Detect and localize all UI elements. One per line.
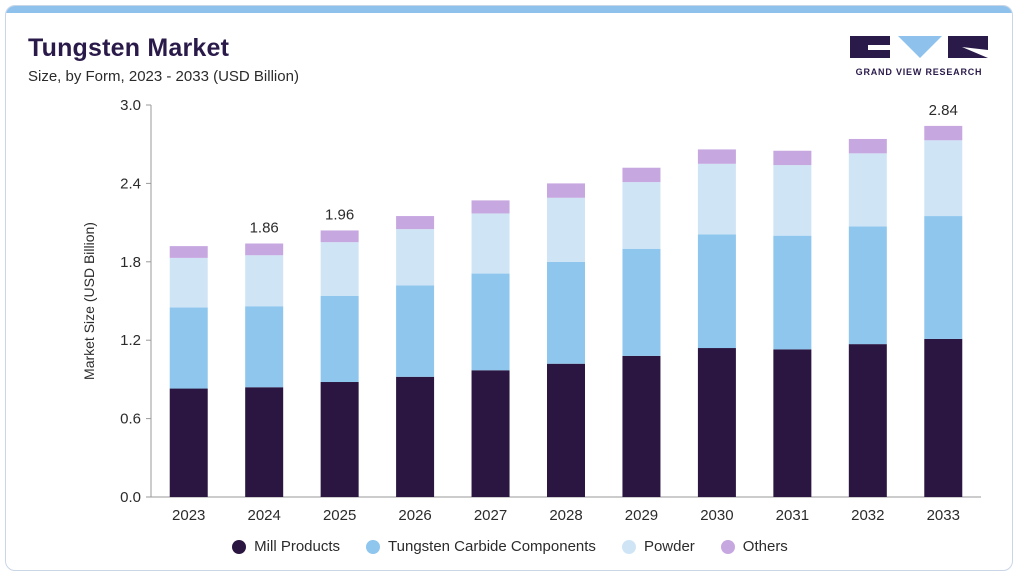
chart-legend: Mill Products Tungsten Carbide Components… [6, 538, 1012, 555]
bar-segment-tungsten-carbide-components [924, 216, 963, 339]
bar-segment-powder [697, 163, 736, 235]
brand-name: GRAND VIEW RESEARCH [855, 67, 983, 77]
legend-swatch-icon [232, 539, 247, 554]
x-tick-label: 2026 [398, 507, 431, 524]
bar-segment-powder [547, 197, 585, 262]
bar-segment-powder [169, 257, 208, 308]
legend-item: Others [720, 538, 788, 555]
legend-item: Tungsten Carbide Components [366, 538, 596, 555]
bar-segment-mill-products [245, 387, 284, 497]
x-tick-label: 2024 [247, 507, 280, 524]
y-tick-label: 0.0 [120, 489, 141, 506]
bar-segment-powder [622, 182, 661, 249]
bar-total-label: 1.96 [325, 206, 354, 223]
bar-segment-mill-products [169, 388, 208, 497]
bar-segment-mill-products [697, 348, 736, 497]
y-tick-label: 2.4 [120, 175, 141, 192]
bar-total-label: 1.86 [250, 220, 279, 237]
x-tick-label: 2030 [700, 507, 733, 524]
legend-swatch-icon [720, 539, 735, 554]
x-tick-label: 2033 [927, 507, 960, 524]
x-tick-label: 2029 [625, 507, 658, 524]
bar-segment-others [320, 230, 359, 243]
bar-total-label: 2.84 [929, 102, 958, 119]
bar-segment-others [169, 246, 208, 258]
bar-segment-tungsten-carbide-components [773, 235, 812, 350]
stacked-bar-chart: 0.0 0.6 1.2 1.8 2.4 3.0 Market Size (USD Billi… [81, 97, 981, 524]
legend-swatch-icon [621, 539, 636, 554]
x-tick-label: 2032 [851, 507, 884, 524]
bar-segment-others [471, 200, 510, 214]
bar-segment-others [848, 138, 887, 154]
x-tick-label: 2028 [549, 507, 582, 524]
bar-segment-tungsten-carbide-components [848, 226, 887, 345]
legend-label: Tungsten Carbide Components [388, 538, 596, 555]
legend-swatch-icon [366, 539, 381, 554]
x-tick-label: 2025 [323, 507, 356, 524]
legend-item: Powder [621, 538, 695, 555]
y-axis-title: Market Size (USD Billion) [81, 222, 97, 380]
bar-segment-mill-products [396, 376, 435, 497]
bar-segment-tungsten-carbide-components [697, 234, 736, 349]
legend-label: Powder [643, 538, 695, 555]
bar-segment-others [697, 149, 736, 164]
y-tick-label: 3.0 [120, 97, 141, 114]
bar-segment-powder [396, 229, 435, 286]
brand-logo-icon [850, 36, 988, 58]
bar-segment-powder [471, 213, 510, 274]
bar-segment-tungsten-carbide-components [547, 261, 585, 364]
x-tick-label: 2031 [776, 507, 809, 524]
bar-segment-others [924, 125, 963, 141]
bar-segment-tungsten-carbide-components [622, 248, 661, 356]
bar-segment-mill-products [773, 349, 812, 497]
legend-label: Others [742, 538, 788, 555]
y-tick-label: 0.6 [120, 411, 141, 428]
bar-segment-mill-products [320, 382, 359, 497]
bar-segment-powder [924, 140, 963, 217]
top-accent-bar [6, 6, 1012, 13]
bar-segment-others [622, 167, 661, 183]
bar-segment-powder [320, 242, 359, 296]
bar-segment-mill-products [924, 338, 963, 497]
chart-subtitle: Size, by Form, 2023 - 2033 (USD Billion) [28, 68, 299, 85]
x-tick-label: 2027 [474, 507, 507, 524]
bar-segment-others [245, 243, 284, 256]
y-tick-label: 1.8 [120, 254, 141, 271]
bar-segment-powder [773, 165, 812, 236]
bar-segment-tungsten-carbide-components [320, 295, 359, 383]
bar-segment-tungsten-carbide-components [396, 285, 435, 377]
bar-segment-tungsten-carbide-components [169, 307, 208, 389]
bar-segment-mill-products [848, 344, 887, 497]
bar-segment-mill-products [622, 355, 661, 497]
legend-item: Mill Products [232, 538, 340, 555]
bar-segment-others [396, 216, 435, 230]
bar-segment-tungsten-carbide-components [471, 273, 510, 371]
bar-segment-powder [245, 255, 284, 307]
chart-card: Tungsten Market Size, by Form, 2023 - 20… [5, 5, 1013, 571]
legend-label: Mill Products [254, 538, 341, 555]
bar-segment-mill-products [547, 363, 585, 497]
bar-segment-powder [848, 153, 887, 227]
bar-segment-others [547, 183, 585, 198]
y-tick-label: 1.2 [120, 332, 141, 349]
x-tick-label: 2023 [172, 507, 205, 524]
bar-segment-others [773, 150, 812, 166]
chart-title: Tungsten Market [28, 34, 230, 62]
bar-segment-mill-products [471, 370, 510, 497]
bar-segment-tungsten-carbide-components [245, 306, 284, 388]
